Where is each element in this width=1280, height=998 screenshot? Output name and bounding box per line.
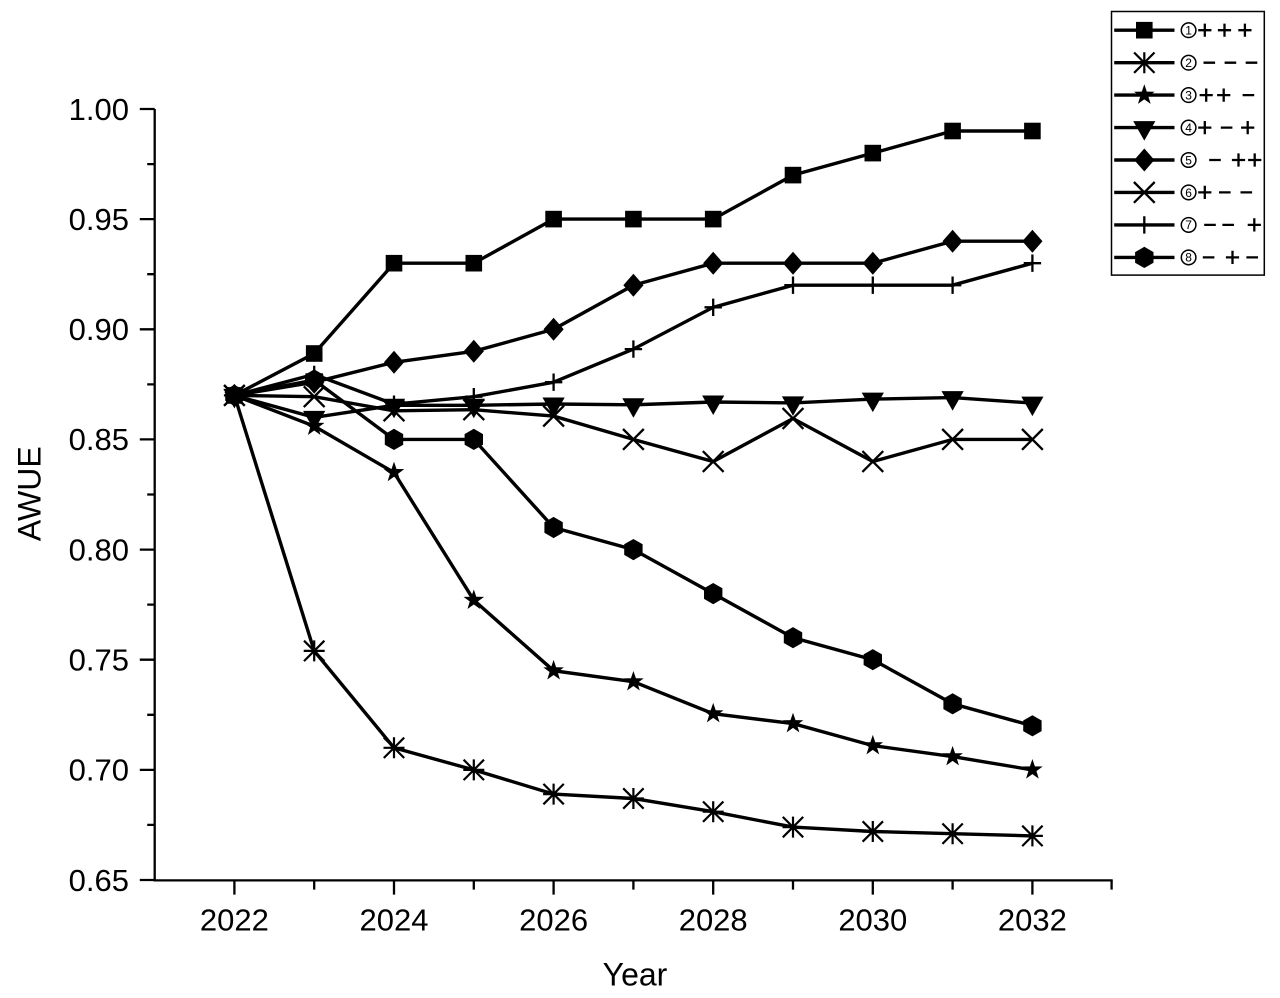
svg-text:0.65: 0.65	[69, 863, 129, 898]
svg-text:3: 3	[1185, 88, 1192, 102]
svg-text:2032: 2032	[998, 903, 1067, 938]
svg-text:1: 1	[1185, 24, 1192, 38]
svg-text:2: 2	[1185, 56, 1192, 70]
svg-text:1.00: 1.00	[69, 92, 129, 127]
svg-text:0.95: 0.95	[69, 202, 129, 237]
svg-text:5: 5	[1185, 153, 1192, 167]
svg-text:2030: 2030	[838, 903, 907, 938]
svg-text:2026: 2026	[519, 903, 588, 938]
svg-text:2022: 2022	[200, 903, 269, 938]
svg-text:4: 4	[1185, 121, 1192, 135]
svg-text:7: 7	[1185, 218, 1192, 232]
svg-text:Year: Year	[603, 957, 668, 993]
svg-text:0.75: 0.75	[69, 643, 129, 678]
svg-text:0.85: 0.85	[69, 422, 129, 457]
svg-text:8: 8	[1185, 251, 1192, 265]
svg-text:6: 6	[1185, 186, 1192, 200]
svg-text:2024: 2024	[360, 903, 429, 938]
svg-text:2028: 2028	[679, 903, 748, 938]
svg-text:0.80: 0.80	[69, 532, 129, 567]
svg-text:0.90: 0.90	[69, 312, 129, 347]
svg-text:AWUE: AWUE	[11, 446, 47, 541]
svg-text:0.70: 0.70	[69, 753, 129, 788]
